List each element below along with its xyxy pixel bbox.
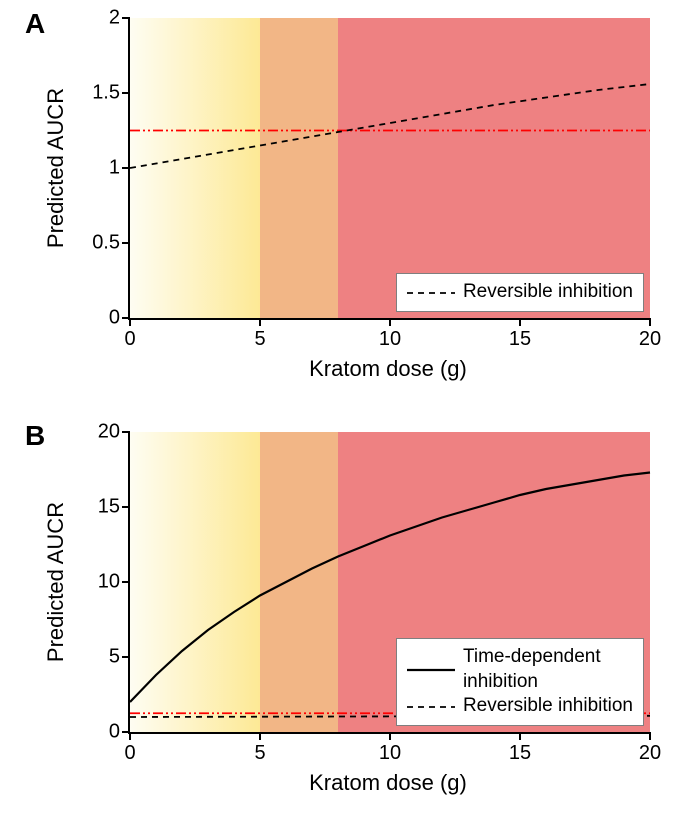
x-tick-label: 10 — [379, 742, 401, 765]
y-tick-label: 20 — [98, 421, 120, 444]
legend-b: Time-dependentinhibitionReversible inhib… — [396, 638, 644, 726]
x-tick-label: 20 — [639, 742, 661, 765]
y-tick-mark — [122, 317, 130, 319]
legend-a: Reversible inhibition — [396, 273, 644, 312]
y-tick-label: 10 — [98, 571, 120, 594]
y-tick-label: 0 — [109, 307, 120, 330]
panel-label-a: A — [25, 8, 45, 40]
x-tick-mark — [389, 732, 391, 740]
x-axis-title-b: Kratom dose (g) — [309, 770, 467, 796]
y-tick-mark — [122, 581, 130, 583]
plot-area-b: Time-dependentinhibitionReversible inhib… — [128, 432, 650, 734]
x-tick-mark — [129, 732, 131, 740]
legend-row: Reversible inhibition — [407, 694, 633, 719]
x-tick-mark — [259, 318, 261, 326]
x-tick-label: 10 — [379, 328, 401, 351]
legend-row: Reversible inhibition — [407, 280, 633, 305]
x-tick-mark — [519, 732, 521, 740]
x-tick-label: 0 — [124, 742, 135, 765]
x-tick-label: 15 — [509, 742, 531, 765]
legend-label: Reversible inhibition — [463, 280, 633, 305]
x-tick-label: 0 — [124, 328, 135, 351]
y-tick-label: 15 — [98, 496, 120, 519]
legend-label: Time-dependentinhibition — [463, 645, 601, 694]
y-axis-title-b: Predicted AUCR — [43, 502, 69, 662]
x-tick-label: 5 — [254, 328, 265, 351]
y-tick-label: 2 — [109, 7, 120, 30]
x-tick-mark — [519, 318, 521, 326]
panel-label-b: B — [25, 420, 45, 452]
y-tick-mark — [122, 506, 130, 508]
x-tick-label: 20 — [639, 328, 661, 351]
legend-label: Reversible inhibition — [463, 694, 633, 719]
x-tick-mark — [649, 732, 651, 740]
y-tick-mark — [122, 17, 130, 19]
y-tick-mark — [122, 656, 130, 658]
x-tick-mark — [129, 318, 131, 326]
legend-row: Time-dependentinhibition — [407, 645, 633, 694]
y-axis-title-a: Predicted AUCR — [43, 88, 69, 248]
y-tick-label: 1 — [109, 157, 120, 180]
plot-area-a: Reversible inhibition 0510152000.511.52 — [128, 18, 650, 320]
y-tick-mark — [122, 431, 130, 433]
x-tick-mark — [649, 318, 651, 326]
x-axis-title-a: Kratom dose (g) — [309, 356, 467, 382]
x-tick-label: 15 — [509, 328, 531, 351]
series-line — [130, 84, 650, 168]
x-tick-mark — [259, 732, 261, 740]
y-tick-label: 0.5 — [92, 232, 120, 255]
y-tick-label: 0 — [109, 721, 120, 744]
y-tick-mark — [122, 242, 130, 244]
y-tick-label: 1.5 — [92, 82, 120, 105]
y-tick-mark — [122, 92, 130, 94]
x-tick-label: 5 — [254, 742, 265, 765]
figure: A Reversible inhibition 0510152000.511.5… — [0, 0, 690, 833]
x-tick-mark — [389, 318, 391, 326]
y-tick-mark — [122, 731, 130, 733]
y-tick-mark — [122, 167, 130, 169]
y-tick-label: 5 — [109, 646, 120, 669]
